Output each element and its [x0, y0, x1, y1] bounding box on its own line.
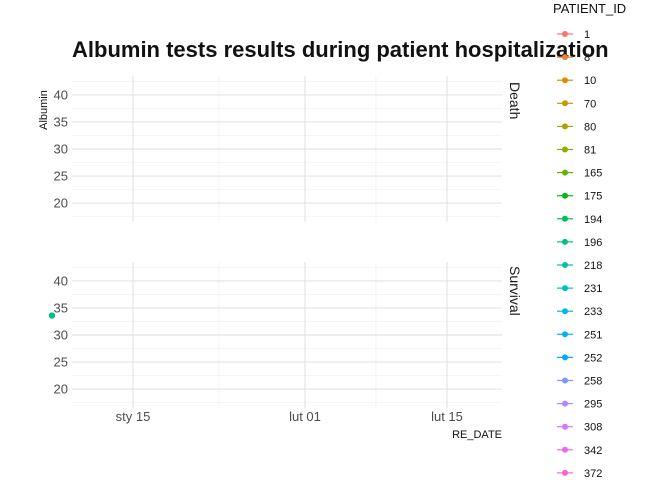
- legend-key-point: [562, 77, 568, 84]
- y-tick-label: 35: [54, 300, 68, 315]
- y-tick-label: 30: [54, 142, 68, 157]
- legend-key-point: [562, 331, 568, 338]
- legend-label: 295: [584, 399, 602, 411]
- legend-item: 233: [557, 306, 602, 318]
- legend-label: 258: [584, 376, 602, 388]
- facet-panel-survival: 20 25 30 35 40 Survival: [48, 262, 523, 408]
- x-tick-label: sty 15: [116, 409, 151, 424]
- legend-item: 295: [557, 399, 602, 411]
- legend-key-point: [562, 238, 568, 245]
- y-tick-label: 40: [54, 273, 68, 288]
- x-tick-label: lut 15: [431, 409, 463, 424]
- x-axis-title: RE_DATE: [452, 429, 502, 441]
- legend-label: 231: [584, 283, 602, 295]
- legend-item: 8: [557, 52, 590, 64]
- y-tick-label: 25: [54, 355, 68, 370]
- legend-item: 258: [557, 376, 602, 388]
- facet-panel-death: 20 25 30 35 40 Death: [54, 76, 523, 222]
- chart-title: Albumin tests results during patient hos…: [72, 37, 609, 62]
- legend-key-point: [562, 354, 568, 361]
- legend-item: 251: [557, 329, 602, 341]
- facet-strip-survival: Survival: [507, 266, 523, 316]
- legend-label: 252: [584, 352, 602, 364]
- facet-panels: 20 25 30 35 40 Death 20 25 30 35 40 Survival: [48, 76, 523, 408]
- legend-item: 252: [557, 352, 602, 364]
- legend-label: 251: [584, 329, 602, 341]
- legend-label: 80: [584, 121, 596, 133]
- legend-key-point: [562, 169, 568, 176]
- legend-key-point: [562, 31, 568, 37]
- legend-label: 372: [584, 468, 602, 480]
- legend-label: 175: [584, 191, 602, 203]
- y-tick-label: 20: [54, 196, 68, 211]
- legend-item: 308: [557, 422, 602, 434]
- legend-key-point: [562, 446, 568, 453]
- y-axis-title: Albumin: [38, 90, 50, 130]
- legend-key-point: [562, 262, 568, 268]
- legend-label: 10: [584, 75, 596, 87]
- legend-item: 81: [557, 145, 596, 157]
- legend-title: PATIENT_ID: [553, 1, 626, 16]
- legend-key-point: [562, 54, 568, 61]
- x-tick-labels: sty 15 lut 01 lut 15: [116, 409, 463, 424]
- legend-label: 196: [584, 237, 602, 249]
- legend: 1 8 10 70 80 81 165 175 194 196 218 231 233 251 252 258…: [557, 29, 602, 480]
- legend-label: 194: [584, 214, 602, 226]
- legend-item: 194: [557, 214, 602, 226]
- y-tick-label: 25: [54, 169, 68, 184]
- legend-label: 233: [584, 306, 602, 318]
- legend-key-point: [562, 308, 568, 315]
- legend-label: 308: [584, 422, 602, 434]
- legend-key-point: [562, 469, 568, 476]
- legend-item: 80: [557, 121, 596, 133]
- legend-label: 218: [584, 260, 602, 272]
- legend-item: 231: [557, 283, 602, 295]
- legend-label: 342: [584, 445, 602, 457]
- legend-item: 196: [557, 237, 602, 249]
- y-tick-label: 35: [54, 114, 68, 129]
- x-tick-label: lut 01: [289, 409, 321, 424]
- y-tick-label: 20: [54, 382, 68, 397]
- data-point: [48, 312, 56, 319]
- legend-item: 10: [557, 75, 596, 87]
- facet-strip-death: Death: [507, 82, 523, 119]
- legend-key-point: [562, 423, 568, 430]
- legend-label: 70: [584, 98, 596, 110]
- legend-key-point: [562, 100, 568, 107]
- legend-key-point: [562, 146, 568, 153]
- legend-key-point: [562, 377, 568, 384]
- legend-item: 1: [557, 29, 590, 41]
- legend-label: 165: [584, 168, 602, 180]
- legend-item: 175: [557, 191, 602, 203]
- legend-key-point: [562, 400, 568, 407]
- y-tick-label: 40: [54, 87, 68, 102]
- legend-item: 218: [557, 260, 602, 272]
- legend-item: 165: [557, 168, 602, 180]
- legend-label: 81: [584, 145, 596, 157]
- legend-key-point: [562, 123, 568, 130]
- y-tick-label: 30: [54, 328, 68, 343]
- legend-key-point: [562, 215, 568, 222]
- legend-key-point: [562, 285, 568, 292]
- legend-key-point: [562, 192, 568, 199]
- legend-item: 70: [557, 98, 596, 110]
- legend-label: 8: [584, 52, 590, 64]
- legend-label: 1: [584, 29, 590, 41]
- legend-item: 342: [557, 445, 602, 457]
- legend-item: 372: [557, 468, 602, 480]
